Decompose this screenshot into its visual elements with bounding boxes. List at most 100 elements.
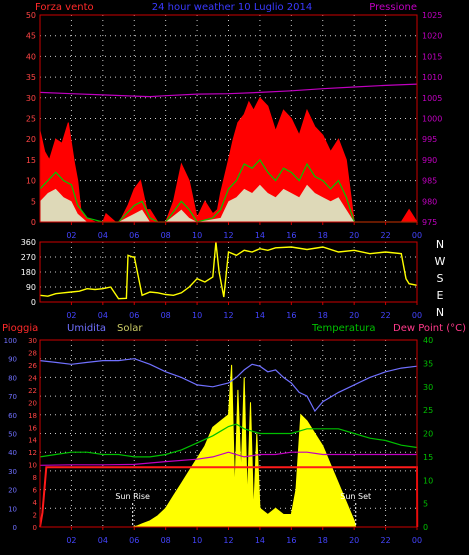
pressure-axis-tick: 1010 <box>422 73 442 82</box>
pressure-axis-tick: 1000 <box>422 115 442 124</box>
wind-axis-tick: 20 <box>26 135 36 144</box>
pressure-axis-tick: 995 <box>422 135 437 144</box>
direction-xtick-label: 12 <box>223 311 233 320</box>
humidity-line <box>39 358 418 413</box>
temperature-axis-tick: 10 <box>423 476 433 485</box>
humidity-axis-tick: 80 <box>8 374 17 382</box>
pressure-axis-tick: 1005 <box>422 94 442 103</box>
direction-xtick-label: 22 <box>380 311 390 320</box>
solar-axis-tick: 6 <box>33 487 38 495</box>
temperature-axis-tick: 40 <box>423 336 433 345</box>
wind-min-area <box>40 184 417 222</box>
direction-xtick-label: 20 <box>349 311 359 320</box>
wind-axis-tick: 25 <box>26 115 36 124</box>
solar-axis-tick: 10 <box>28 462 37 470</box>
temperature-line <box>39 423 418 458</box>
humidity-axis-tick: 50 <box>8 431 17 439</box>
temperature-axis-tick: 20 <box>423 430 433 439</box>
solar-axis-tick: 12 <box>28 449 37 457</box>
chart-title: 24 hour weather 10 Luglio 2014 <box>152 2 312 13</box>
solar-axis-tick: 18 <box>28 412 37 420</box>
direction-axis-tick: 180 <box>21 268 36 277</box>
pressure-axis-tick: 1020 <box>422 32 442 41</box>
bottom-xtick-label: 06 <box>129 536 139 545</box>
pressure-title: Pressione <box>369 2 417 13</box>
top-panel-axes: 0510152025303540455097598098599099510001… <box>26 11 443 240</box>
pressure-axis-tick: 985 <box>422 177 437 186</box>
wind-axis-tick: 30 <box>26 94 36 103</box>
wind-pressure-series <box>39 83 418 223</box>
direction-xtick-label: 16 <box>286 311 296 320</box>
top-xtick-label: 00 <box>412 231 422 240</box>
solar-axis-tick: 4 <box>33 499 38 507</box>
humidity-axis-tick: 40 <box>8 449 17 457</box>
solar-axis-tick: 30 <box>28 337 37 345</box>
temperature-title: Temperatura <box>311 323 376 334</box>
top-xtick-label: 14 <box>255 231 265 240</box>
direction-xtick-label: 04 <box>98 311 108 320</box>
wind-axis-tick: 15 <box>26 156 36 165</box>
humidity-axis-tick: 10 <box>8 505 17 513</box>
direction-xtick-label: 14 <box>255 311 265 320</box>
top-xtick-label: 08 <box>161 231 171 240</box>
top-xtick-label: 22 <box>380 231 390 240</box>
bottom-xtick-label: 22 <box>380 536 390 545</box>
bottom-xtick-label: 10 <box>192 536 202 545</box>
direction-xtick-label: 10 <box>192 311 202 320</box>
wind-average-line <box>39 158 417 223</box>
direction-xtick-label: 08 <box>161 311 171 320</box>
compass-label: N <box>436 306 444 319</box>
humidity-axis-tick: 100 <box>4 337 17 345</box>
top-xtick-label: 10 <box>192 231 202 240</box>
wind-direction-line <box>39 241 418 300</box>
pressure-axis-tick: 980 <box>422 197 437 206</box>
solar-axis-tick: 24 <box>28 374 37 382</box>
temperature-axis-tick: 35 <box>423 359 433 368</box>
pressure-axis-tick: 1025 <box>422 11 442 20</box>
wind-axis-tick: 45 <box>26 32 36 41</box>
humidity-axis-tick: 60 <box>8 412 17 420</box>
solar-axis-tick: 28 <box>28 349 37 357</box>
direction-axis-tick: 270 <box>21 253 36 262</box>
compass-label: E <box>437 289 444 302</box>
compass-label: N <box>436 238 444 251</box>
solar-title: Solar <box>117 323 143 334</box>
solar-axis-tick: 8 <box>33 474 37 482</box>
temperature-axis-tick: 5 <box>423 500 428 509</box>
top-xtick-label: 20 <box>349 231 359 240</box>
bottom-xtick-label: 18 <box>318 536 328 545</box>
compass-label: W <box>435 255 446 268</box>
wind-axis-tick: 50 <box>26 11 36 20</box>
temperature-axis-tick: 15 <box>423 453 433 462</box>
top-xtick-label: 02 <box>66 231 76 240</box>
direction-axis-tick: 360 <box>21 238 36 247</box>
top-xtick-label: 04 <box>98 231 108 240</box>
pressure-axis-tick: 1015 <box>422 52 442 61</box>
temperature-axis-tick: 0 <box>423 523 428 532</box>
solar-axis-tick: 16 <box>28 424 37 432</box>
solar-axis-tick: 14 <box>28 437 37 445</box>
direction-xtick-label: 18 <box>318 311 328 320</box>
humidity-axis-tick: 70 <box>8 393 17 401</box>
direction-xtick-label: 02 <box>66 311 76 320</box>
top-xtick-label: 06 <box>129 231 139 240</box>
solar-radiation-area <box>40 364 417 528</box>
solar-axis-tick: 20 <box>28 399 37 407</box>
humidity-axis-tick: 0 <box>13 524 17 532</box>
temperature-axis-tick: 30 <box>423 383 433 392</box>
top-xtick-label: 16 <box>286 231 296 240</box>
bottom-xtick-label: 08 <box>161 536 171 545</box>
pressure-axis-tick: 975 <box>422 218 437 227</box>
pressure-line <box>39 83 418 98</box>
rain-title: Pioggia <box>2 323 38 334</box>
humidity-axis-tick: 30 <box>8 468 17 476</box>
top-xtick-label: 12 <box>223 231 233 240</box>
wind-axis-tick: 40 <box>26 52 36 61</box>
solar-axis-tick: 22 <box>28 387 37 395</box>
compass-label: S <box>437 272 444 285</box>
dewpoint-title: Dew Point (°C) <box>393 323 466 334</box>
direction-xtick-label: 00 <box>412 311 422 320</box>
solar-axis-tick: 26 <box>28 362 37 370</box>
bottom-xtick-label: 20 <box>349 536 359 545</box>
